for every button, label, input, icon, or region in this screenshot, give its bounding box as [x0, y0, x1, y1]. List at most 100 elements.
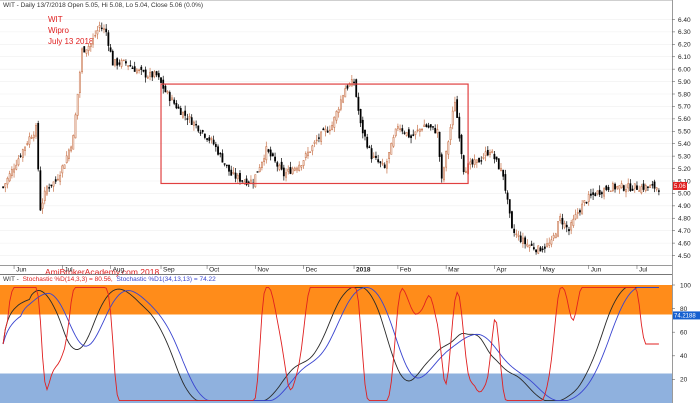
candle [383, 162, 386, 169]
candle [508, 199, 511, 218]
stochastic-d1-line [2, 286, 659, 402]
candle [144, 66, 147, 83]
candle [214, 141, 217, 152]
y-tick-label: 6.40 [678, 17, 691, 24]
candle [627, 178, 630, 192]
y-tick-label: 4.80 [678, 216, 691, 223]
candle [70, 145, 72, 153]
candle [46, 184, 48, 197]
candle [421, 128, 423, 132]
y-tick-label: 5.10 [678, 178, 691, 185]
x-tick-label: Jul [64, 267, 73, 274]
candle [655, 187, 658, 192]
candle [386, 158, 388, 174]
candle [339, 95, 342, 112]
candle [449, 124, 452, 145]
candle [658, 188, 660, 196]
candle [114, 59, 116, 68]
candle [484, 146, 487, 162]
candle [142, 69, 145, 73]
candle [309, 151, 312, 153]
candle [572, 214, 575, 228]
y-tick-label: 5.70 [678, 104, 691, 111]
candle [30, 134, 33, 139]
candle [322, 127, 325, 131]
candle [131, 65, 134, 69]
candle [311, 144, 314, 156]
candle [526, 239, 529, 248]
candle [416, 124, 419, 133]
y-tick-label: 5.40 [678, 141, 691, 148]
candle [109, 43, 112, 53]
candle [346, 83, 349, 91]
candle [276, 160, 279, 172]
candle [447, 140, 450, 160]
candle [440, 152, 443, 183]
candle [155, 70, 158, 78]
candle [221, 149, 224, 163]
candle [515, 229, 518, 239]
candle [530, 240, 533, 246]
candle [96, 25, 99, 40]
candle [563, 220, 566, 230]
candle [81, 47, 83, 74]
candle [412, 129, 415, 137]
candle [399, 124, 401, 133]
candle [620, 180, 623, 189]
x-tick-label: Aug [113, 267, 125, 274]
candle [26, 140, 29, 146]
candle [140, 64, 143, 75]
candle [480, 156, 483, 165]
candle [379, 161, 382, 168]
candle [48, 183, 51, 192]
candle [151, 70, 154, 82]
candle [133, 61, 136, 72]
candle [103, 24, 105, 34]
candle [52, 181, 55, 192]
candle [67, 148, 70, 162]
overbought-band [0, 285, 672, 315]
candle [609, 190, 612, 192]
candle [199, 129, 202, 137]
y-tick-label: 5.80 [678, 91, 691, 98]
candle [111, 49, 114, 66]
stoch-tick-label: 100 [680, 282, 691, 289]
candle [186, 113, 189, 126]
candle [473, 154, 476, 168]
candle [32, 131, 35, 142]
candle [445, 150, 448, 172]
candle [153, 70, 156, 79]
watermark: AmiBrokerAcademy.com 2018 [45, 267, 159, 277]
candle [307, 146, 309, 159]
candle [590, 188, 592, 199]
candle [271, 152, 274, 157]
y-tick-label: 5.30 [678, 153, 691, 160]
candle [300, 165, 303, 171]
candle [127, 65, 130, 71]
candle [394, 128, 397, 138]
candle [236, 172, 239, 184]
date-x-axis: Jun Jul Aug Sep Oct Nov Dec 2018 Feb Mar Apr May Jun… [13, 265, 648, 274]
candle [539, 245, 542, 252]
candle [171, 94, 173, 101]
candle [524, 235, 527, 249]
chart-header: WIT - Daily 13/7/2018 Open 5.05, Hi 5.08… [3, 2, 203, 9]
candle [574, 209, 577, 221]
candle [100, 22, 103, 32]
candle [388, 152, 391, 164]
candle [8, 170, 11, 183]
y-tick-label: 4.70 [678, 228, 691, 235]
candle [647, 186, 649, 192]
candle [269, 146, 272, 161]
candle [495, 156, 498, 162]
candle [390, 142, 393, 155]
candle [596, 190, 599, 196]
candle [278, 163, 281, 172]
candle [368, 145, 371, 149]
candle [219, 152, 222, 158]
candle [57, 174, 59, 181]
candle [583, 200, 586, 207]
candle [122, 59, 125, 62]
candle [92, 33, 94, 48]
candle [135, 67, 138, 75]
